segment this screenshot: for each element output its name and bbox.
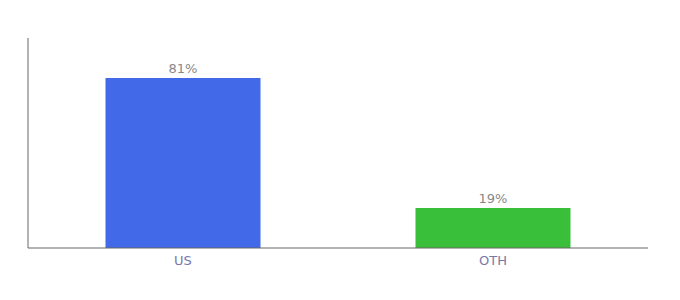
svg-text:19%: 19% — [479, 191, 508, 206]
svg-text:OTH: OTH — [479, 253, 507, 268]
svg-text:81%: 81% — [169, 61, 198, 76]
svg-text:US: US — [174, 253, 192, 268]
